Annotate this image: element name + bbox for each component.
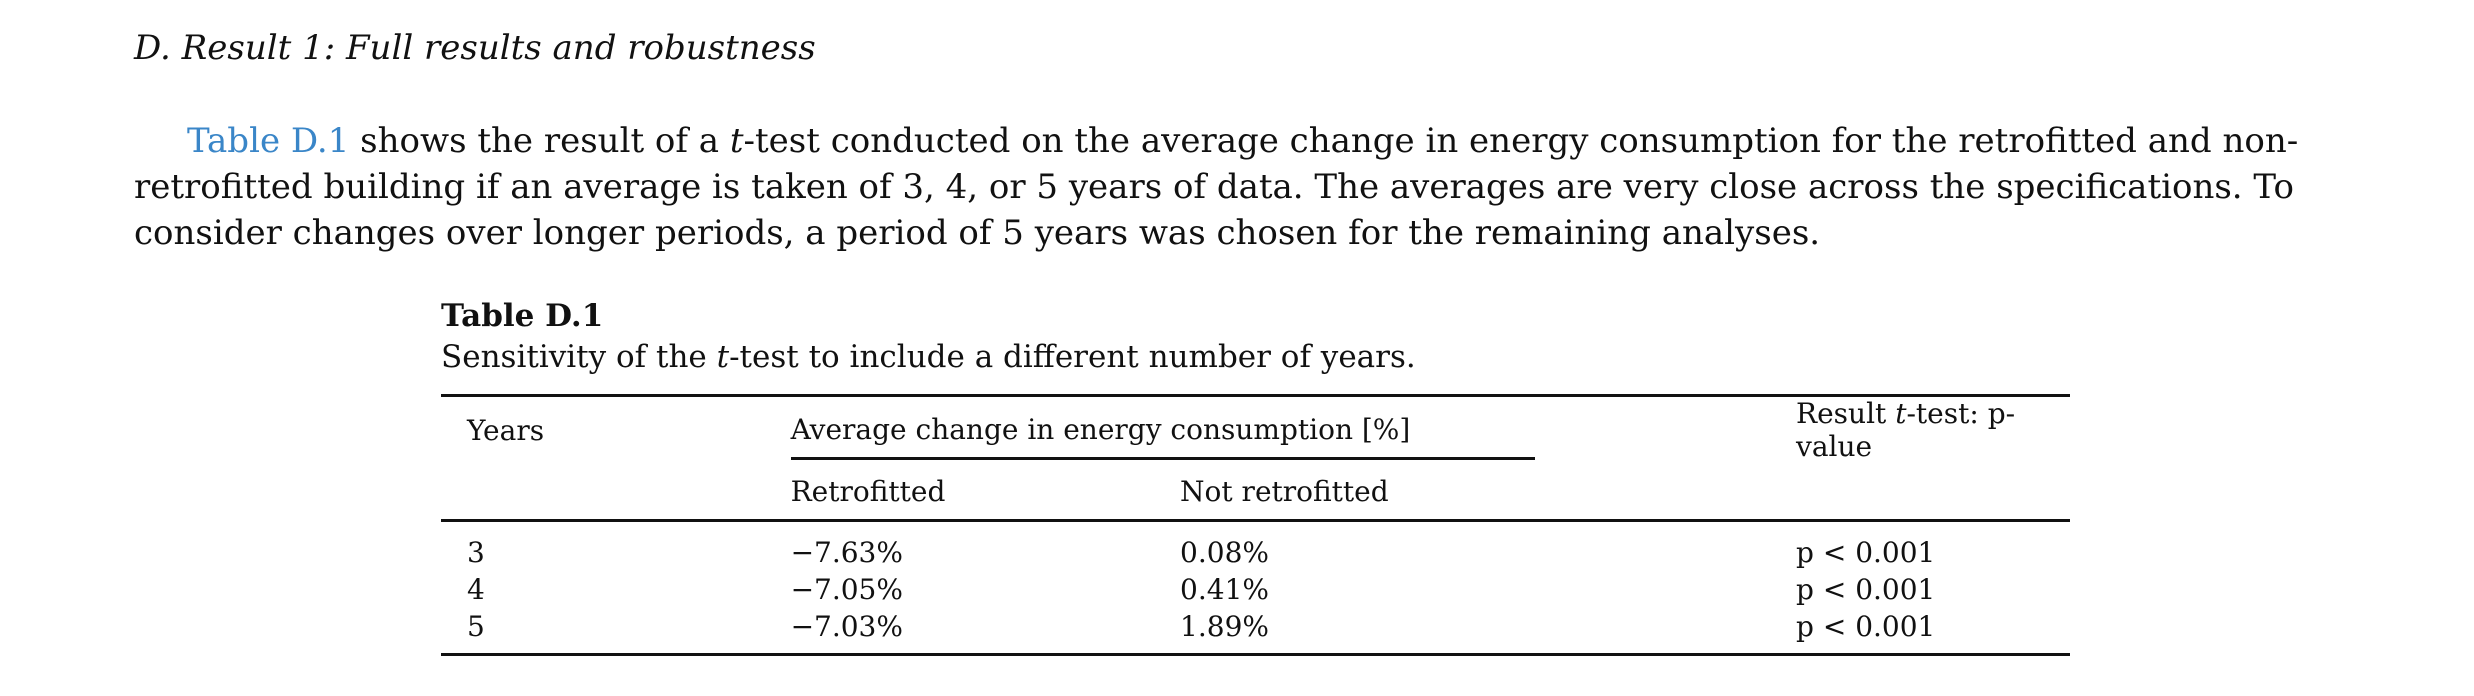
header-years-blank [441,463,791,521]
header-result-t-italic: t [1895,397,1907,430]
header-retrofitted: Retrofitted [790,474,946,508]
cell-not-retrofitted: 0.41% [1180,573,1269,606]
header-not-retrofitted: Not retrofitted [1180,474,1389,508]
header-result: Result t-test: p-value [1796,396,2070,463]
table-block: Table D.1 Sensitivity of the t-test to i… [441,296,2070,656]
body-paragraph: Table D.1 shows the result of a t-test c… [134,118,2379,256]
header-result-text-2: -test: p-value [1796,397,2016,463]
cell-not-retrofitted: 0.08% [1180,536,1269,569]
caption-text-1: Sensitivity of the [441,339,717,375]
cell-years: 4 [467,573,485,606]
header-result-blank [1796,463,2070,521]
table-row: 5 −7.03% 1.89% p < 0.001 [441,608,2070,655]
caption-text-2: -test to include a different number of y… [729,339,1416,375]
cell-p-value: p < 0.001 [1796,610,1936,643]
header-years: Years [467,413,545,447]
cell-years: 3 [467,536,485,569]
paragraph-t-italic: t [729,121,744,161]
table-caption: Sensitivity of the t-test to include a d… [441,336,2070,378]
caption-t-italic: t [716,339,730,375]
cell-p-value: p < 0.001 [1796,573,1936,606]
cell-retrofitted: −7.05% [790,573,903,606]
cell-years: 5 [467,610,485,643]
header-group-wrap: Average change in energy consumption [%] [790,400,1535,460]
results-table: Years Average change in energy consumpti… [441,394,2070,656]
table-row: 3 −7.63% 0.08% p < 0.001 [441,521,2070,572]
table-row: 4 −7.05% 0.41% p < 0.001 [441,571,2070,608]
cell-retrofitted: −7.63% [790,536,903,569]
header-result-text-1: Result [1796,397,1896,430]
cell-p-value: p < 0.001 [1796,536,1936,569]
paragraph-text-1: shows the result of a [349,121,730,161]
cell-not-retrofitted: 1.89% [1180,610,1269,643]
paragraph-text-2: -test conducted on the average change in… [134,121,2299,253]
header-group-cell: Average change in energy consumption [%] [790,396,1796,464]
header-row-2: Retrofitted Not retrofitted [441,463,2070,521]
cell-retrofitted: −7.03% [790,610,903,643]
table-reference-link[interactable]: Table D.1 [187,121,350,161]
section-heading: D. Result 1: Full results and robustness [134,28,816,68]
table-label: Table D.1 [441,298,604,334]
header-group: Average change in energy consumption [%] [790,413,1411,446]
header-row-1: Years Average change in energy consumpti… [441,396,2070,464]
